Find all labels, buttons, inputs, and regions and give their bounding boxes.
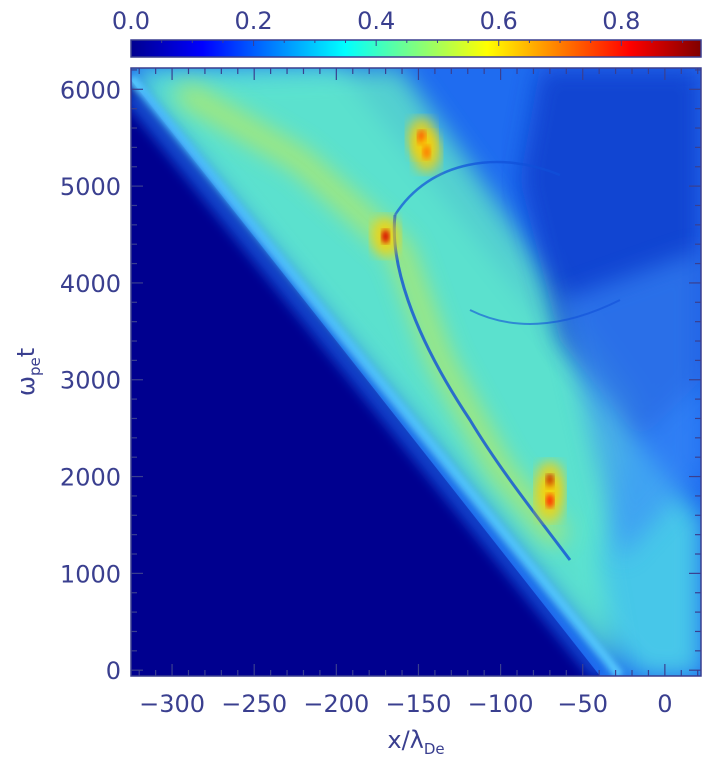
heatmap-front-inner [131,90,607,676]
heatmap-region-mid-right [560,250,701,560]
y-axis-title: ωpet [12,348,44,396]
y-axis-title-main: ω [12,376,40,396]
colorbar-tick-label: 0.0 [112,7,150,35]
x-axis-title-main: x/λ [387,726,424,754]
y-tick-label: 4000 [60,270,121,298]
x-tick-label: −300 [139,690,205,718]
colorbar-gradient [130,39,702,58]
y-tick-label: 2000 [60,464,121,492]
colorbar-tick-label: 0.2 [234,7,272,35]
x-axis: −300 −250 −200 −150 −100 −50 0 [138,68,699,718]
heatmap-region-cyan-wedge [131,68,640,676]
colorbar: 0.0 0.2 0.4 0.6 0.8 [112,7,702,58]
x-tick-label: −50 [557,690,608,718]
x-axis-title-sub: De [424,740,445,757]
y-tick-label: 5000 [60,173,121,201]
colorbar-tick-label: 0.6 [480,7,518,35]
colorbar-ticks: 0.0 0.2 0.4 0.6 0.8 [112,7,684,46]
heatmap [131,68,701,676]
hotspot [422,145,431,160]
x-tick-label: −150 [386,690,452,718]
y-axis-title-sub: pe [26,357,44,376]
heatmap-filament-1 [392,214,572,561]
heatmap-filament-2 [393,160,561,216]
y-axis: 0 1000 2000 3000 4000 5000 6000 [60,69,701,685]
hotspot [381,229,390,244]
x-axis-title: x/λDe [387,726,444,757]
x-tick-label: −200 [303,690,369,718]
heatmap-hotspots [371,117,564,521]
x-tick-label: −100 [468,690,534,718]
plot-frame [130,67,702,677]
x-tick-label: −250 [221,690,287,718]
colorbar-tick-label: 0.8 [602,7,640,35]
colorbar-tick-label: 0.4 [357,7,395,35]
y-tick-label: 3000 [60,367,121,395]
y-axis-title-suffix: t [12,348,40,357]
y-tick-label: 0 [106,657,121,685]
heatmap-filament-3 [469,299,621,325]
y-tick-label: 6000 [60,76,121,104]
heatmap-front-line [131,75,624,676]
x-tick-label: 0 [657,690,672,718]
hotspot [545,493,554,508]
y-tick-label: 1000 [60,560,121,588]
